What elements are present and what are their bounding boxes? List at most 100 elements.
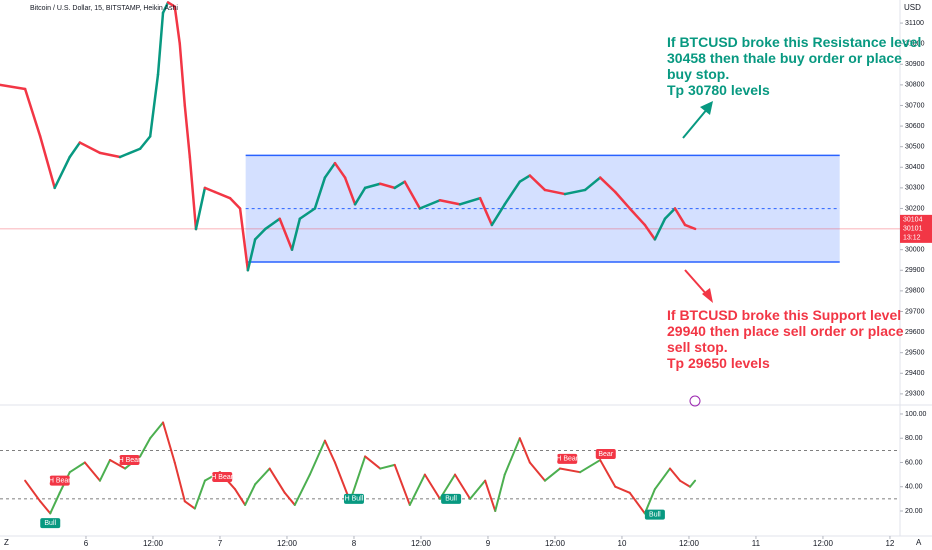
price-segment [38, 135, 56, 190]
price-segment [353, 186, 367, 206]
price-segment [263, 217, 281, 231]
signal-box [40, 518, 61, 529]
y-tick-label: 29700 [905, 308, 925, 315]
osc-segment [689, 479, 697, 488]
price-segment [663, 207, 677, 221]
price-segment [278, 217, 294, 251]
y-tick-label: 30800 [905, 82, 925, 89]
osc-segment [614, 485, 631, 494]
signal-label: H Bear [119, 457, 141, 464]
corner-left: Z [4, 538, 9, 547]
price-segment [333, 161, 347, 179]
osc-tick-label: 80.00 [905, 435, 923, 442]
signal-label: H Bear [49, 478, 71, 485]
osc-segment [643, 488, 656, 515]
price-segment [78, 141, 102, 155]
x-tick-label: 8 [352, 539, 357, 548]
price-segment [378, 182, 396, 190]
currency-label: USD [904, 3, 921, 12]
y-tick-label: 29800 [905, 288, 925, 295]
signal-label: Bull [649, 511, 661, 518]
price-segment [118, 147, 142, 159]
osc-segment [98, 459, 111, 482]
price-segment [238, 207, 250, 272]
signal-label: Bull [445, 496, 457, 503]
price-segment [458, 196, 482, 206]
y-tick-label: 30400 [905, 164, 925, 171]
osc-segment [599, 459, 617, 488]
signal-box [119, 455, 140, 466]
osc-segment [379, 463, 396, 470]
price-segment [178, 42, 187, 107]
chart-title: Bitcoin / U.S. Dollar, 15, BITSTAMP, Hei… [30, 5, 178, 12]
y-tick-label: 30200 [905, 205, 925, 212]
price-segment [628, 207, 647, 227]
price-segment [290, 217, 302, 251]
osc-segment [484, 479, 497, 512]
signal-box [595, 448, 616, 459]
osc-segment [349, 455, 367, 503]
y-tick-label: 30300 [905, 185, 925, 192]
price-segment [138, 135, 152, 150]
price-segment [343, 176, 357, 206]
osc-segment [393, 463, 411, 506]
osc-segment [24, 479, 42, 503]
y-tick-label: 31000 [905, 41, 925, 48]
y-tick-label: 29600 [905, 329, 925, 336]
signal-box [49, 475, 70, 486]
signal-box [441, 493, 462, 504]
price-segment [148, 73, 160, 138]
osc-segment [679, 479, 692, 488]
x-tick-label: 12:00 [679, 539, 700, 548]
price-segment [253, 227, 267, 241]
signal-label: H Bear [211, 474, 233, 481]
y-tick-label: 30000 [905, 247, 925, 254]
osc-segment [293, 473, 311, 506]
price-segment [246, 238, 257, 272]
osc-segment [668, 467, 682, 482]
replay-icon[interactable] [689, 395, 701, 407]
osc-segment [162, 421, 176, 464]
osc-segment [494, 473, 506, 512]
y-tick-label: 29300 [905, 391, 925, 398]
price-segment [543, 188, 567, 196]
price-segment [673, 207, 687, 227]
osc-segment [173, 461, 186, 503]
osc-segment [268, 467, 286, 494]
price-segment [614, 190, 632, 210]
osc-segment [628, 491, 646, 515]
osc-segment [83, 461, 101, 482]
price-segment [418, 198, 442, 210]
x-tick-label: 9 [486, 539, 491, 548]
corner-right: A [916, 538, 922, 547]
y-tick-label: 29500 [905, 350, 925, 357]
osc-segment [503, 437, 521, 476]
x-tick-label: 12:00 [813, 539, 834, 548]
osc-segment [193, 479, 206, 510]
range-zone [245, 155, 840, 263]
price-segment [490, 203, 506, 227]
annotation-line: 30458 then thale buy order or place [667, 50, 902, 66]
x-tick-label: 12:00 [545, 539, 566, 548]
osc-tick-label: 20.00 [905, 508, 923, 515]
price-segment [403, 180, 422, 210]
x-tick-label: 12 [885, 539, 894, 548]
osc-segment [423, 473, 441, 500]
signal-box [212, 472, 233, 483]
price-segment [68, 141, 82, 159]
osc-segment [558, 467, 582, 474]
price-segment [518, 174, 532, 183]
y-tick-label: 30900 [905, 61, 925, 68]
price-segment [363, 182, 382, 190]
y-tick-label: 29900 [905, 267, 925, 274]
osc-segment [108, 459, 127, 470]
osc-segment [364, 455, 382, 470]
annotation-line: 29940 then place sell order or place [667, 323, 904, 339]
last-price-box [900, 214, 932, 243]
osc-tick-label: 100.00 [905, 411, 927, 418]
price-segment [683, 223, 697, 231]
price-segment [173, 5, 182, 45]
last-price-label: 30104 [903, 217, 923, 224]
